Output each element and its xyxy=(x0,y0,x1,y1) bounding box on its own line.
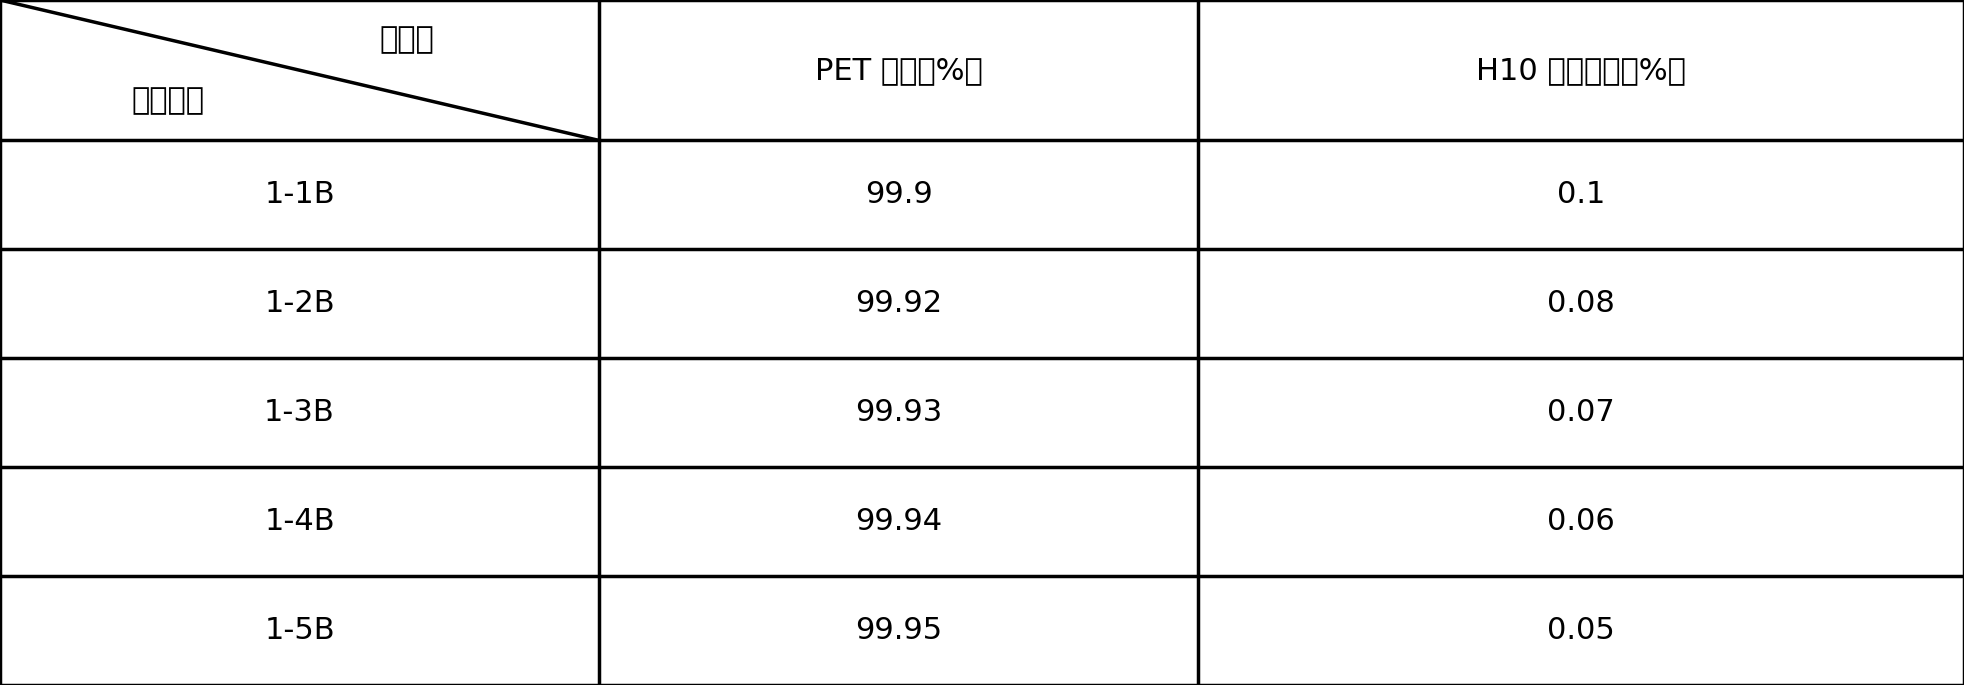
Text: 1-1B: 1-1B xyxy=(265,180,334,210)
Text: 99.95: 99.95 xyxy=(854,616,943,645)
Text: 99.9: 99.9 xyxy=(864,180,933,210)
Text: 1-2B: 1-2B xyxy=(265,289,334,319)
Text: H10 热稳定剂（%）: H10 热稳定剂（%） xyxy=(1477,55,1685,85)
Text: 实施例号: 实施例号 xyxy=(132,86,204,116)
Text: 0.08: 0.08 xyxy=(1548,289,1614,319)
Text: PET 切片（%）: PET 切片（%） xyxy=(815,55,982,85)
Text: 0.07: 0.07 xyxy=(1548,398,1614,427)
Text: 原材料: 原材料 xyxy=(379,25,434,54)
Text: 1-4B: 1-4B xyxy=(265,507,334,536)
Text: 0.06: 0.06 xyxy=(1548,507,1614,536)
Text: 99.94: 99.94 xyxy=(854,507,943,536)
Text: 0.1: 0.1 xyxy=(1557,180,1605,210)
Text: 1-5B: 1-5B xyxy=(265,616,334,645)
Text: 0.05: 0.05 xyxy=(1548,616,1614,645)
Text: 99.92: 99.92 xyxy=(854,289,943,319)
Text: 1-3B: 1-3B xyxy=(263,398,336,427)
Text: 99.93: 99.93 xyxy=(854,398,943,427)
